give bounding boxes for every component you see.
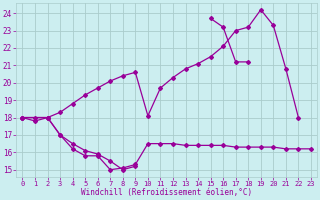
X-axis label: Windchill (Refroidissement éolien,°C): Windchill (Refroidissement éolien,°C) (81, 188, 252, 197)
